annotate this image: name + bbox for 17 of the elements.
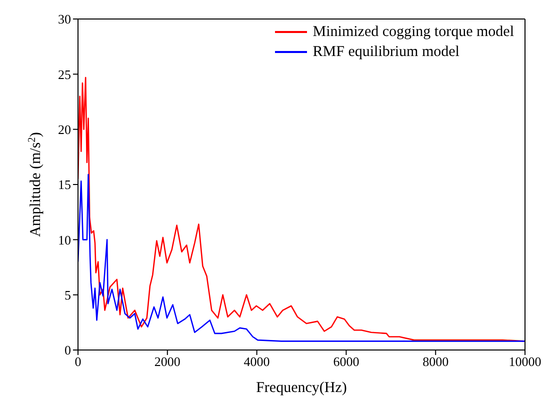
y-tick-label: 15 — [58, 177, 71, 192]
y-tick-label: 30 — [58, 12, 71, 27]
x-tick-label: 4000 — [244, 354, 270, 370]
y-tick-label: 10 — [58, 232, 71, 248]
line-series — [78, 174, 525, 342]
legend-label: RMF equilibrium model — [312, 43, 460, 62]
x-tick-label: 0 — [74, 354, 82, 370]
y-tick-label: 25 — [58, 66, 71, 82]
legend-label: Minimized cogging torque model — [312, 23, 514, 42]
x-tick-label: 8000 — [422, 354, 449, 370]
x-axis-title: Frequency(Hz) — [256, 380, 347, 396]
x-tick-label: 2000 — [154, 354, 180, 370]
y-tick-label: 5 — [64, 287, 71, 302]
x-tick-label: 6000 — [333, 354, 360, 370]
x-tick-label: 10000 — [508, 354, 542, 370]
y-tick-label: 20 — [58, 122, 71, 137]
y-tick-label: 0 — [64, 342, 71, 358]
